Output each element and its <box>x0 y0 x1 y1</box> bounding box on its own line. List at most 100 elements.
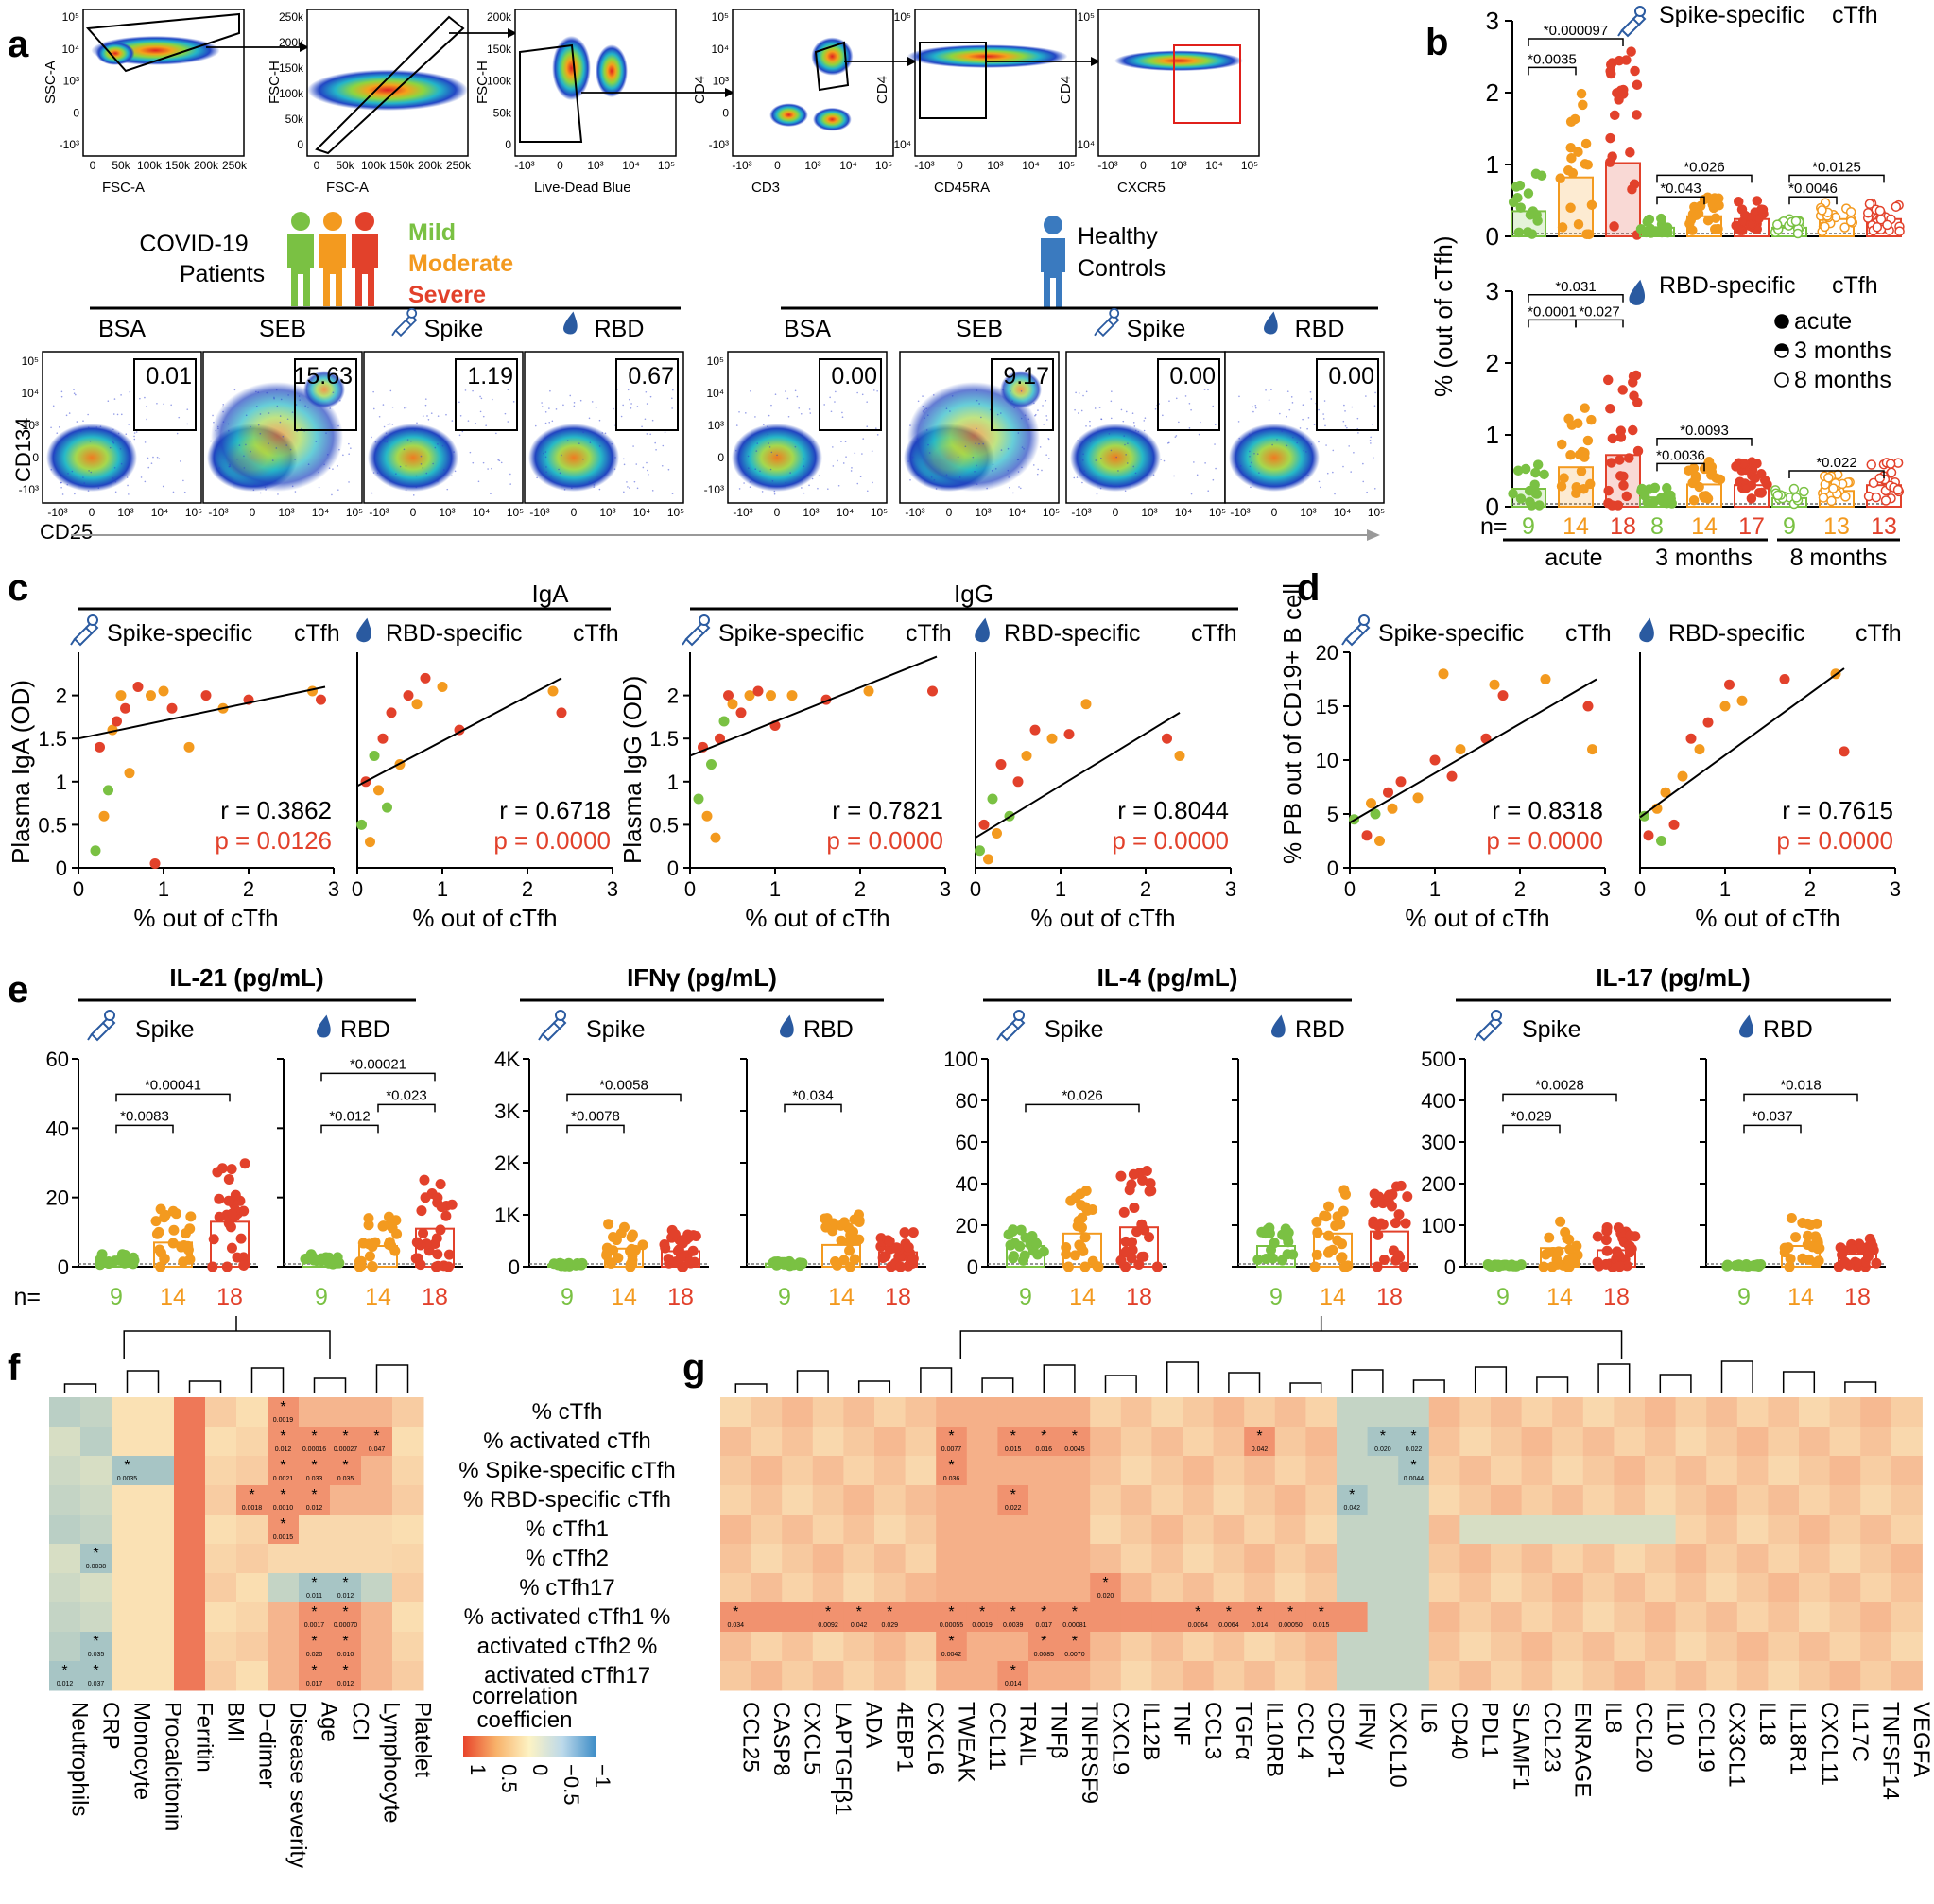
data-point <box>1736 695 1748 706</box>
aim-event <box>415 475 418 477</box>
heatmap-cell <box>361 1573 393 1603</box>
comparison-pvalue: *0.0028 <box>1535 1077 1584 1093</box>
data-point <box>1839 746 1850 757</box>
heatmap-cell <box>782 1544 814 1574</box>
aim-event <box>395 473 397 475</box>
aim-event <box>338 448 340 451</box>
data-point <box>1687 225 1698 235</box>
heatmap-cell <box>1829 1632 1861 1662</box>
aim-event <box>1318 408 1320 411</box>
aim-event <box>645 390 648 393</box>
n-value: 18 <box>1610 513 1636 540</box>
data-point <box>1563 1234 1575 1245</box>
aim-event <box>87 426 90 429</box>
aim-event <box>252 489 255 492</box>
x-tick-label: 2 <box>1804 877 1816 901</box>
data-point <box>1019 1250 1030 1261</box>
aim-event <box>385 432 388 435</box>
aim-event <box>107 400 110 403</box>
significance-pvalue: 0.0064 <box>1218 1622 1239 1629</box>
data-point <box>1115 1170 1127 1182</box>
data-point <box>1615 432 1627 442</box>
aim-event <box>841 416 844 419</box>
rbd-drop-icon <box>780 1014 794 1038</box>
syringe-needle <box>1341 638 1347 646</box>
data-point <box>1757 204 1769 216</box>
data-point <box>1602 374 1614 386</box>
comparison-pvalue: *0.026 <box>1684 159 1724 175</box>
comparison-pvalue: *0.023 <box>386 1087 426 1103</box>
aim-event <box>1043 424 1045 425</box>
aim-event <box>588 481 591 483</box>
heatmap-cell <box>1244 1661 1276 1691</box>
heatmap-cell <box>1799 1456 1831 1486</box>
data-point <box>1628 377 1638 388</box>
heatmap-cell <box>1059 1573 1091 1603</box>
y-tick-label: 100k <box>487 75 512 88</box>
data-point <box>1614 55 1625 66</box>
heatmap-cell <box>392 1661 424 1691</box>
aim-event <box>1332 449 1335 452</box>
heatmap-cell <box>1675 1427 1707 1457</box>
data-point <box>1746 219 1757 230</box>
dendrogram-branch <box>123 1330 331 1359</box>
heatmap-cell <box>392 1397 424 1428</box>
syringe-top <box>1109 308 1120 319</box>
significance-star: * <box>93 1546 98 1562</box>
data-point <box>1566 1253 1578 1264</box>
stim-label: Spike <box>586 1016 646 1043</box>
heatmap-cell <box>1552 1544 1584 1574</box>
dendrogram-branch <box>1720 1360 1753 1393</box>
significance-star: * <box>1349 1487 1355 1503</box>
data-point <box>1632 445 1644 457</box>
heatmap-cell <box>1675 1661 1707 1691</box>
heatmap-cell <box>1582 1632 1615 1662</box>
heatmap-cell <box>1274 1544 1306 1574</box>
heatmap-cell <box>299 1515 331 1545</box>
data-point <box>1553 1246 1564 1257</box>
aim-event <box>1096 493 1098 495</box>
significance-star: * <box>1041 1634 1046 1650</box>
dendrogram-branch <box>1659 1374 1692 1393</box>
aim-event <box>1017 432 1020 434</box>
aim-event <box>424 398 427 400</box>
significance-star: * <box>1041 1428 1046 1445</box>
patients-label-line2: Patients <box>180 261 265 287</box>
data-point <box>1750 473 1761 483</box>
heatmap-cell <box>205 1456 237 1486</box>
heatmap-cell <box>936 1427 968 1457</box>
aim-x-tick: 10³ <box>439 506 455 519</box>
aim-event <box>671 397 673 400</box>
aim-event <box>1369 439 1372 441</box>
data-point <box>435 1179 446 1190</box>
aim-event <box>1254 407 1257 409</box>
significance-pvalue: 0.012 <box>337 1593 354 1600</box>
data-point <box>1845 206 1856 217</box>
heatmap-cell <box>905 1485 937 1515</box>
aim-event <box>800 412 803 415</box>
data-point <box>208 1234 219 1245</box>
data-point <box>355 1260 367 1272</box>
aim-event <box>999 412 1002 414</box>
aim-event <box>179 460 181 462</box>
heatmap-cell <box>997 1515 1029 1545</box>
syringe-needle <box>682 638 687 646</box>
data-point <box>1685 733 1697 744</box>
x-tick-label: 10⁵ <box>1241 159 1258 172</box>
dendrogram-branch <box>1351 1369 1384 1393</box>
heatmap-cell <box>361 1661 393 1691</box>
aim-event <box>536 476 538 479</box>
aim-event <box>265 489 267 491</box>
data-point <box>1387 803 1398 814</box>
aim-event <box>485 424 487 427</box>
heatmap-cell <box>392 1632 424 1662</box>
healthy-label-line2: Controls <box>1078 255 1166 282</box>
heatmap-cell <box>843 1485 875 1515</box>
p-value: p = 0.0000 <box>493 826 611 855</box>
significance-star: * <box>342 1458 348 1474</box>
significance-star: * <box>948 1634 954 1650</box>
heatmap-column-label: IL18 <box>1754 1702 1780 1746</box>
aim-event <box>65 414 68 417</box>
aim-event <box>601 432 604 434</box>
heatmap-cell <box>1305 1397 1338 1428</box>
